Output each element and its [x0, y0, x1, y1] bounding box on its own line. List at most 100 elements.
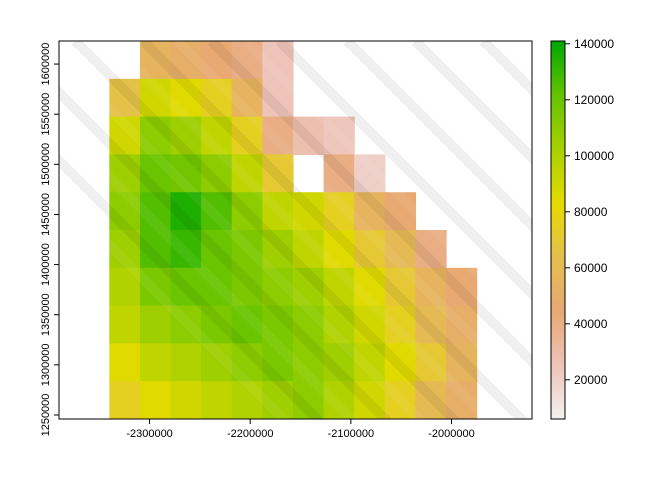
raster-cell — [201, 116, 233, 155]
colorbar-tick-label: 20000 — [574, 373, 608, 387]
raster-cell — [415, 230, 447, 269]
raster-cell — [446, 305, 478, 344]
raster-cell — [201, 305, 233, 344]
diagonal-band — [343, 41, 532, 233]
raster-cell — [201, 41, 233, 80]
raster-cell — [384, 381, 417, 419]
x-tick-label: -2300000 — [126, 428, 173, 440]
raster-cell — [262, 381, 294, 419]
raster-cell — [231, 78, 263, 118]
raster-cell — [262, 343, 294, 382]
raster-cell — [262, 116, 294, 155]
raster-cell — [415, 343, 447, 382]
raster-cell — [109, 154, 141, 193]
diagonal-band — [105, 41, 493, 419]
raster-cell — [231, 381, 263, 419]
raster-cell — [170, 116, 202, 155]
raster-cell — [231, 230, 263, 269]
diagonal-band — [59, 153, 323, 419]
raster-cell — [231, 267, 263, 307]
colorbar-legend: 20000 40000 60000 80000 100000 120000 140000 — [550, 37, 614, 420]
raster-cell — [446, 381, 478, 419]
y-tick-label: 1300000 — [40, 343, 52, 386]
raster-cell — [323, 116, 355, 155]
raster-cell — [170, 381, 202, 419]
diagonal-band — [59, 51, 425, 419]
colorbar-bar — [550, 40, 566, 420]
diagonal-banding — [59, 41, 532, 419]
raster-cell — [170, 230, 202, 269]
raster-cell — [354, 230, 386, 269]
raster-cell — [201, 381, 233, 419]
raster-cell — [323, 381, 355, 419]
y-axis: 1250000 1300000 1350000 1400000 1450000 15000… — [40, 43, 59, 437]
raster-cell — [262, 41, 294, 80]
raster-cell — [384, 305, 417, 344]
diagonal-band — [411, 41, 532, 165]
raster-cell — [415, 267, 447, 307]
y-tick-label: 1600000 — [40, 43, 52, 86]
raster-cell — [231, 343, 263, 382]
raster-cell — [323, 267, 355, 307]
raster-cell — [231, 154, 263, 193]
raster-cell — [231, 305, 263, 344]
raster-cell — [323, 343, 355, 382]
raster-cell — [139, 41, 172, 80]
diagonal-band — [71, 41, 459, 419]
raster-cell — [415, 305, 447, 344]
x-tick-label: -2200000 — [227, 428, 274, 440]
diagonal-band — [59, 119, 357, 419]
raster-cell — [139, 192, 172, 231]
raster-cell — [354, 154, 386, 193]
raster-cell — [262, 192, 294, 231]
raster-cell — [354, 305, 386, 344]
raster-cell — [262, 230, 294, 269]
raster-cell — [323, 305, 355, 344]
raster-cell — [354, 267, 386, 307]
raster-cell — [201, 230, 233, 269]
colorbar-tick-label: 140000 — [574, 37, 614, 51]
x-tick-label: -2100000 — [328, 428, 375, 440]
raster-cell — [109, 78, 141, 118]
raster-cell — [292, 343, 325, 382]
y-tick-label: 1250000 — [40, 394, 52, 437]
raster-cell — [384, 343, 417, 382]
raster-cell — [170, 305, 202, 344]
raster-cell — [109, 116, 141, 155]
raster-cell — [109, 230, 141, 269]
raster-cell — [354, 192, 386, 231]
colorbar-tick-label: 120000 — [574, 93, 614, 107]
raster-cell — [446, 343, 478, 382]
plot-frame — [58, 40, 533, 420]
raster-cell — [323, 192, 355, 231]
raster-cell — [201, 192, 233, 231]
colorbar-tick-label: 80000 — [574, 205, 608, 219]
raster-cell — [170, 267, 202, 307]
raster-cell — [262, 305, 294, 344]
diagonal-band — [445, 41, 532, 131]
diagonal-band — [59, 85, 391, 419]
x-axis: -2300000 -2200000 -2100000 -2000000 — [126, 419, 475, 440]
raster-cell — [109, 305, 141, 344]
raster-cell — [262, 267, 294, 307]
raster-cell — [292, 381, 325, 419]
diagonal-band — [173, 41, 532, 403]
raster-cell — [354, 343, 386, 382]
raster-cell — [323, 154, 355, 193]
diagonal-band — [275, 41, 532, 301]
diagonal-band — [139, 41, 527, 419]
y-tick-label: 1500000 — [40, 143, 52, 186]
colorbar-tick-label: 100000 — [574, 149, 614, 163]
raster-cell — [354, 381, 386, 419]
raster-cell — [323, 230, 355, 269]
raster-cell — [201, 267, 233, 307]
raster-cell — [415, 381, 447, 419]
raster-cell — [139, 154, 172, 193]
raster-cell — [139, 116, 172, 155]
raster-cell — [170, 78, 202, 118]
diagonal-band — [377, 41, 532, 199]
x-tick-label: -2000000 — [428, 428, 475, 440]
diagonal-band — [59, 187, 289, 419]
raster-cell — [292, 305, 325, 344]
raster-cell — [201, 154, 233, 193]
